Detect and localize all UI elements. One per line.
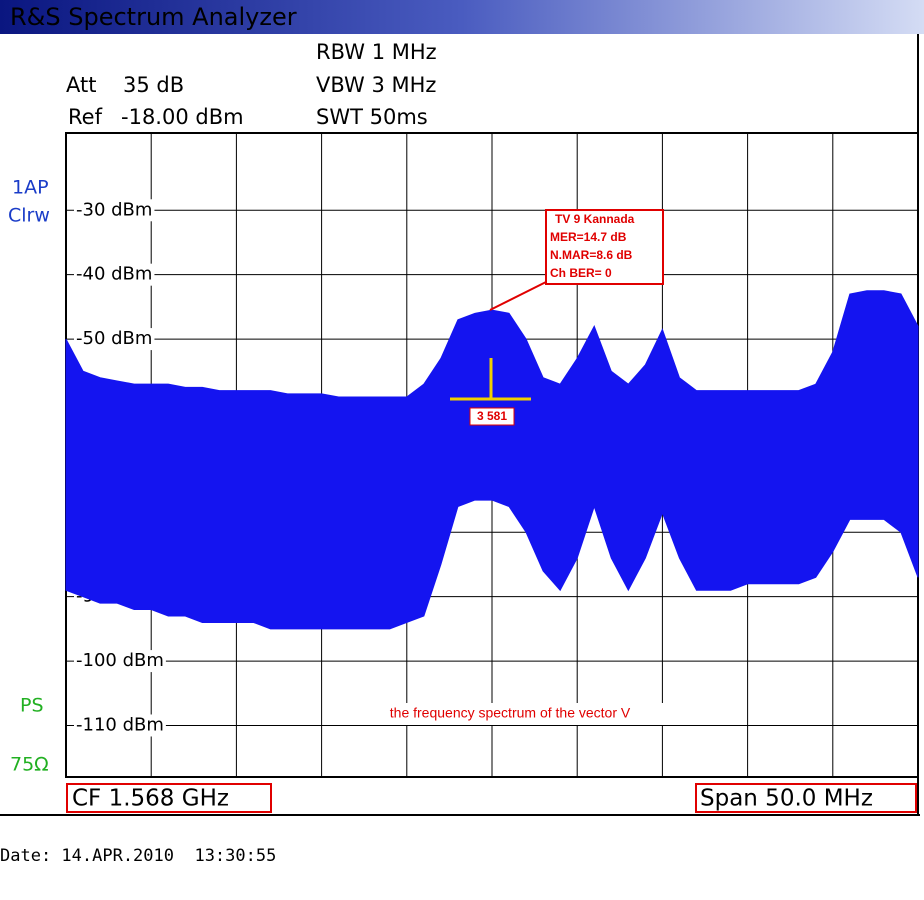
y-tick-label-bg	[74, 199, 155, 222]
center-frequency: CF 1.568 GHz	[72, 786, 229, 812]
callout-line	[489, 281, 547, 311]
rbw: RBW 1 MHz	[316, 40, 437, 64]
y-tick-label: -50 dBm	[76, 328, 152, 349]
y-tick-label-bg	[74, 328, 155, 351]
plot-area: -30 dBm-40 dBm-50 dBm-60 dBm-70 dBm-80 d…	[65, 132, 919, 778]
title-bar	[0, 0, 924, 34]
y-tick-label-bg	[74, 650, 166, 673]
y-tick-label: -110 dBm	[76, 714, 164, 735]
impedance-label: 75Ω	[10, 754, 49, 776]
y-tick-label: -30 dBm	[76, 199, 152, 220]
channel-box	[545, 209, 664, 285]
date-footer: Date: 14.APR.2010 13:30:55	[0, 846, 276, 866]
span-box	[695, 783, 917, 813]
detector-label: 1AP	[12, 177, 49, 199]
preselector-label: PS	[20, 695, 44, 717]
att-value: 35 dB	[123, 73, 184, 97]
caption-bg	[354, 703, 666, 725]
channel-info: MER=14.7 dB	[550, 230, 627, 244]
att-label: Att	[66, 73, 96, 97]
caption: the frequency spectrum of the vector V	[390, 705, 631, 721]
ref-label: Ref	[68, 105, 103, 129]
spectrum-trace	[65, 290, 919, 630]
vbw: VBW 3 MHz	[316, 73, 436, 97]
y-tick-label-bg	[74, 263, 155, 286]
swt: SWT 50ms	[316, 105, 428, 129]
channel-info: N.MAR=8.6 dB	[550, 248, 633, 262]
channel-info: Ch BER= 0	[550, 266, 612, 280]
trace-mode-label: Clrw	[8, 205, 50, 227]
marker-label-box	[469, 407, 515, 426]
marker-label: 3 581	[477, 409, 507, 423]
window-title: R&S Spectrum Analyzer	[10, 3, 297, 31]
y-tick-label-bg	[74, 714, 166, 737]
span: Span 50.0 MHz	[700, 786, 873, 812]
y-tick-label: -100 dBm	[76, 650, 164, 671]
y-tick-label: -40 dBm	[76, 264, 152, 285]
cf-box	[66, 783, 272, 813]
channel-info: TV 9 Kannada	[555, 212, 635, 226]
ref-value: -18.00 dBm	[121, 105, 244, 129]
